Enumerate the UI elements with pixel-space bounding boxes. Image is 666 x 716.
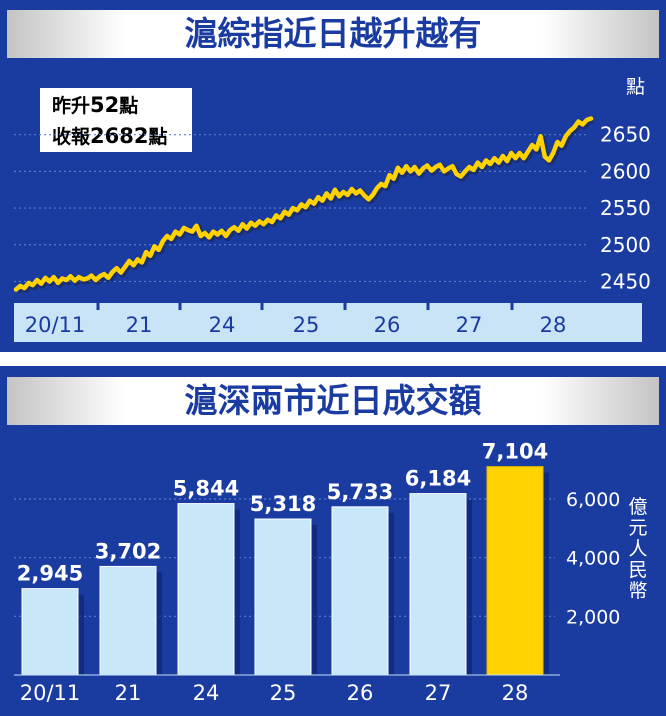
turnover-y-unit: 億元人民幣	[628, 496, 648, 602]
x-tick-label: 25	[293, 313, 320, 337]
bar-value-label: 7,104	[482, 440, 548, 464]
bar-value-label: 2,945	[17, 562, 83, 586]
bar-21	[99, 565, 157, 676]
bar-24	[177, 503, 235, 676]
note-line-change: 昨升52點	[52, 90, 192, 121]
bar-value-label: 3,702	[95, 539, 161, 563]
index-date-strip	[14, 303, 642, 342]
bar-category-label: 26	[347, 681, 374, 705]
y-tick-label: 2450	[600, 269, 651, 293]
bar-category-label: 21	[115, 681, 142, 705]
bar-value-label: 5,844	[173, 477, 239, 501]
bar-20/11	[21, 588, 79, 676]
y-tick-label: 2550	[600, 196, 651, 220]
index-chart-title: 滬綜指近日越升越有	[7, 10, 659, 58]
bar-y-tick-label: 4,000	[566, 548, 620, 570]
note-close-suffix: 點	[148, 126, 168, 148]
y-tick-label: 2650	[600, 123, 651, 147]
bar-27	[409, 493, 467, 676]
note-line-close: 收報2682點	[52, 121, 192, 152]
bar-value-label: 5,733	[327, 480, 393, 504]
bar-category-label: 24	[193, 681, 220, 705]
bar-y-tick-label: 6,000	[566, 489, 620, 511]
index-line	[13, 116, 594, 292]
bar-category-label: 27	[425, 681, 452, 705]
index-y-unit: 點	[626, 76, 646, 98]
note-change-value: 52	[90, 93, 120, 117]
bar-y-tick-label: 2,000	[566, 606, 620, 628]
x-tick-label: 21	[126, 313, 153, 337]
bar-26	[331, 506, 389, 676]
x-tick-label: 24	[209, 313, 236, 337]
bar-28	[486, 466, 544, 676]
x-tick-label: 27	[456, 313, 483, 337]
note-change-suffix: 點	[119, 95, 139, 117]
y-tick-label: 2500	[600, 233, 651, 257]
x-tick-label: 26	[374, 313, 401, 337]
bar-category-label: 28	[502, 681, 529, 705]
note-close-value: 2682	[90, 124, 149, 148]
x-tick-label: 28	[540, 313, 567, 337]
index-chart-panel: 滬綜指近日越升越有 昨升52點 收報2682點 點	[0, 0, 666, 352]
y-tick-label: 2600	[600, 159, 651, 183]
bar-value-label: 6,184	[405, 467, 471, 491]
bar-25	[254, 518, 312, 676]
turnover-chart-title: 滬深兩市近日成交額	[7, 377, 659, 425]
x-tick-label: 20/11	[25, 313, 86, 337]
bar-category-label: 25	[270, 681, 297, 705]
bar-value-label: 5,318	[250, 492, 316, 516]
note-close-prefix: 收報	[52, 126, 91, 148]
index-change-note: 昨升52點 收報2682點	[40, 88, 192, 152]
note-change-prefix: 昨升	[52, 95, 91, 117]
bar-category-label: 20/11	[20, 681, 81, 705]
